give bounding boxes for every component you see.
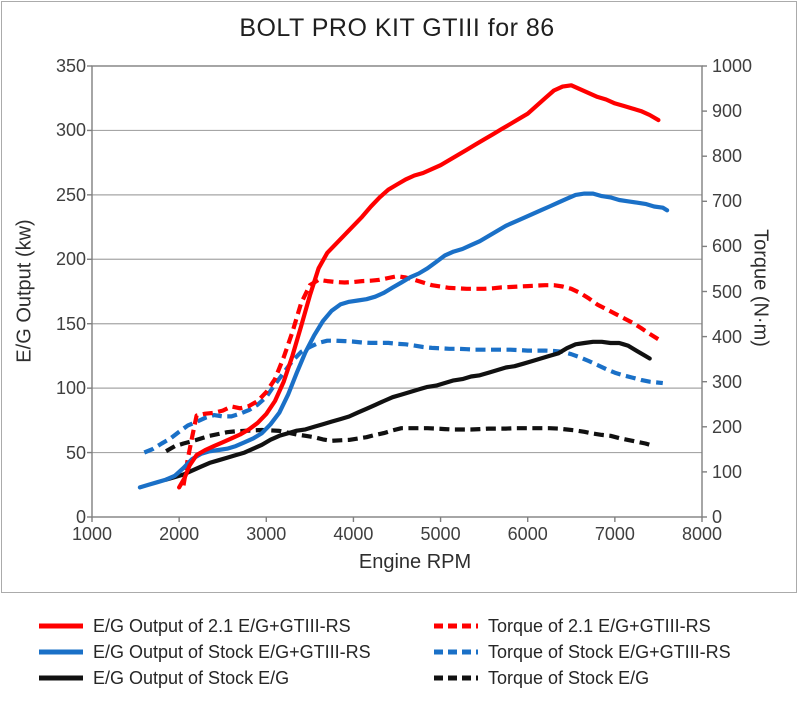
- y-left-tick-label: 0: [75, 507, 86, 527]
- chart-area: [1, 1, 797, 593]
- y-right-tick-label: 100: [712, 461, 743, 482]
- y-left-tick-label: 350: [55, 56, 86, 76]
- legend-line-sample: [39, 623, 83, 629]
- x-tick-label: 2000: [159, 524, 200, 544]
- legend-column-outputs: E/G Output of 2.1 E/G+GTIII-RS E/G Outpu…: [38, 613, 371, 691]
- legend-line-sample: [434, 675, 478, 681]
- legend-line-sample: [434, 649, 478, 655]
- y-right-tick-label: 1000: [712, 56, 753, 76]
- legend-column-torques: Torque of 2.1 E/G+GTIII-RS Torque of Sto…: [433, 613, 731, 691]
- legend-item: E/G Output of Stock E/G+GTIII-RS: [38, 639, 371, 665]
- y-right-tick-label: 600: [712, 236, 743, 257]
- legend-line-sample: [39, 675, 83, 681]
- legend-item-label: Torque of 2.1 E/G+GTIII-RS: [488, 615, 711, 636]
- y-right-tick-label: 300: [712, 371, 743, 392]
- y-left-axis-title: E/G Output (kw): [13, 219, 36, 363]
- legend-item: Torque of 2.1 E/G+GTIII-RS: [433, 613, 731, 639]
- legend-item-label: E/G Output of 2.1 E/G+GTIII-RS: [93, 615, 351, 636]
- x-tick-label: 5000: [420, 524, 461, 544]
- legend-line-sample: [39, 649, 83, 655]
- x-tick-label: 4000: [333, 524, 374, 544]
- y-right-tick-label: 900: [712, 101, 743, 122]
- x-tick-label: 7000: [594, 524, 635, 544]
- y-left-tick-label: 300: [55, 120, 86, 141]
- legend-item-label: Torque of Stock E/G: [488, 667, 650, 688]
- y-right-tick-label: 500: [712, 281, 743, 302]
- y-right-tick-label: 700: [712, 191, 743, 212]
- y-left-tick-label: 150: [55, 313, 86, 334]
- legend-item-label: E/G Output of Stock E/G: [93, 667, 290, 688]
- y-left-tick-label: 250: [55, 184, 86, 205]
- chart-title: BOLT PRO KIT GTIII for 86: [239, 14, 555, 42]
- legend-item: Torque of Stock E/G+GTIII-RS: [433, 639, 731, 665]
- legend-item: E/G Output of Stock E/G: [38, 665, 371, 691]
- y-right-tick-label: 200: [712, 416, 743, 437]
- y-right-tick-label: 400: [712, 326, 743, 347]
- y-left-tick-label: 100: [55, 378, 86, 399]
- legend-line-sample: [434, 623, 478, 629]
- legend-item-label: E/G Output of Stock E/G+GTIII-RS: [93, 641, 371, 662]
- legend-item: E/G Output of 2.1 E/G+GTIII-RS: [38, 613, 371, 639]
- y-left-tick-label: 200: [55, 249, 86, 270]
- legend-item-label: Torque of Stock E/G+GTIII-RS: [488, 641, 731, 662]
- plot-svg: [87, 65, 707, 522]
- x-tick-label: 3000: [246, 524, 287, 544]
- legend-item: Torque of Stock E/G: [433, 665, 731, 691]
- y-right-tick-label: 800: [712, 146, 743, 167]
- x-tick-label: 6000: [507, 524, 548, 544]
- x-axis-title: Engine RPM: [358, 551, 472, 573]
- y-right-tick-label: 0: [712, 507, 723, 527]
- x-tick-label: 8000: [681, 524, 723, 544]
- y-left-tick-label: 50: [65, 442, 86, 463]
- x-tick-label: 1000: [71, 524, 113, 544]
